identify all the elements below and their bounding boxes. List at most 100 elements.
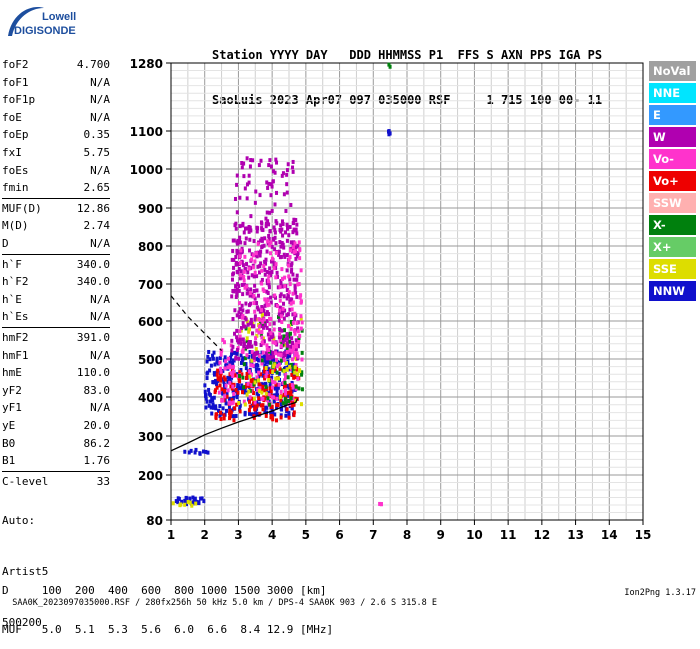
echo-point-F-lower-green [287, 399, 291, 404]
echo-point-F-upper-pink [278, 308, 282, 313]
parameter-name: hmF2 [2, 331, 29, 344]
echo-point-F-lower-W [210, 411, 214, 416]
echo-point-F-lower-W [224, 408, 228, 413]
file-info-footer: SAA0K_2023097035000.RSF / 280fx256h 50 k… [2, 588, 698, 618]
echo-point-F-upper-sparse [272, 225, 276, 230]
echo-point-F-upper-magenta [253, 296, 257, 301]
echo-point-F-upper-magenta [240, 303, 244, 308]
echo-point-F-upper-magenta [237, 340, 241, 345]
echo-point-F-upper-magenta [271, 350, 275, 355]
echo-point-F-upper-magenta [275, 270, 279, 275]
parameter-name: foE [2, 110, 22, 124]
echo-point-F-upper-sparse [285, 168, 289, 173]
echo-point-F-lower-W [257, 402, 261, 407]
echo-point-F-upper-pink [293, 241, 297, 246]
echo-point-F-upper-magenta [236, 238, 240, 243]
echo-point-F-lower-red [248, 399, 252, 404]
echo-point-E-region [198, 451, 202, 456]
echo-point-F-lower-red [228, 411, 232, 416]
echo-point-F-upper-sparse [235, 182, 239, 187]
echo-point-F-lower-red [219, 374, 223, 379]
parameter-row: foF2 4.700 [2, 56, 110, 74]
echo-point-F-upper-magenta [242, 341, 246, 346]
echo-point-F-lower-red [263, 369, 267, 374]
echo-point-F-lower-red [213, 390, 217, 395]
echo-point-F-lower-W [205, 399, 209, 404]
echo-point-F-lower-W [272, 399, 276, 404]
echo-point-F-lower-red [217, 377, 221, 382]
echo-point-spur-7.5-top [387, 62, 391, 67]
echo-point-F-upper-sparse [242, 174, 246, 179]
echo-point-F-upper-sparse [264, 216, 268, 221]
echo-point-F-upper-magenta [285, 222, 289, 227]
x-tick-label: 1 [167, 528, 175, 542]
echo-point-F-lower-yellow [255, 333, 259, 338]
echo-point-F-lower-red [263, 376, 267, 381]
echo-point-F-upper-sparse [238, 195, 242, 200]
echo-point-F-lower-red [233, 406, 237, 411]
echo-point-F-upper-pink [260, 268, 264, 273]
x-tick-label: 5 [302, 528, 310, 542]
echo-point-F-lower-W [244, 366, 248, 371]
y-tick-label: 1280 [130, 57, 163, 71]
echo-point-F-upper-pink [276, 304, 280, 309]
echo-point-F-lower-mix [219, 369, 223, 374]
echo-point-F-upper-magenta [294, 338, 298, 343]
echo-point-F-lower-mix [231, 384, 235, 389]
echo-point-E-region [194, 447, 198, 452]
parameter-row: MUF(D) 12.86 [2, 200, 110, 218]
echo-point-F-upper-magenta [237, 310, 241, 315]
echo-point-F-upper-magenta [290, 341, 294, 346]
echo-point-F-upper-magenta [240, 260, 244, 265]
echo-point-F-lower-yellow [285, 367, 289, 372]
parameter-name: hmF1 [2, 348, 29, 362]
echo-point-F-lower-W [232, 414, 236, 419]
echo-point-F-lower-mix [283, 387, 287, 392]
echo-point-F-upper-magenta [236, 241, 240, 246]
echo-point-F-upper-magenta [276, 285, 280, 290]
echo-point-F-lower-red [263, 366, 267, 371]
echo-point-F-upper-sparse [249, 158, 253, 163]
parameter-name: C-level [2, 474, 49, 488]
echo-point-F-lower-W [222, 382, 226, 387]
echo-point-F-upper-magenta [291, 312, 295, 317]
echo-point-F-lower-mix [294, 386, 298, 391]
echo-point-F-upper-pink [254, 336, 258, 341]
echo-point-F-lower-W [284, 413, 288, 418]
echo-point-F-lower-W [256, 411, 260, 416]
echo-point-F-lower-W [216, 361, 220, 366]
echo-point-F-lower-W [227, 397, 231, 402]
echo-point-F-upper-sparse [274, 157, 278, 162]
echo-point-F-lower-green [286, 375, 290, 380]
echo-point-F-lower-red [285, 407, 289, 412]
echo-point-F-lower-mix [219, 366, 223, 371]
echo-point-F-lower-mix [278, 339, 282, 344]
parameter-value: 12.86 [76, 201, 110, 215]
echo-point-F-lower-mix [255, 375, 259, 380]
parameter-value: 83.0 [83, 383, 111, 397]
echo-point-F-lower-red [252, 414, 256, 419]
echo-point-F-lower-W [261, 373, 265, 378]
true-height-profile-line [170, 398, 298, 452]
y-tick-label: 500 [138, 353, 163, 367]
echo-point-F-upper-magenta [235, 251, 239, 256]
parameter-name: foF1p [2, 93, 36, 107]
echo-point-F-upper-magenta [236, 282, 240, 287]
echo-point-F-upper-pink [280, 320, 284, 325]
echo-point-E-region [206, 450, 210, 455]
echo-point-F-lower-W [292, 372, 296, 377]
echo-point-F-lower-W [236, 383, 240, 388]
echo-point-F-lower-red [257, 381, 261, 386]
parameter-value: N/A [90, 110, 110, 124]
echo-point-F-lower-green [252, 382, 256, 387]
echo-point-F-lower-mix [226, 365, 230, 370]
echo-point-E-region [204, 449, 208, 454]
echo-point-F-upper-magenta [231, 344, 235, 349]
echo-point-F-lower-green [242, 362, 246, 367]
echo-point-F-lower-W [243, 412, 247, 417]
echo-point-F-upper-pink [297, 282, 301, 287]
echo-point-F-upper-magenta [256, 307, 260, 312]
echo-point-F-upper-pink [266, 298, 270, 303]
echo-point-F-lower-red [247, 408, 251, 413]
echo-point-F-upper-magenta [237, 284, 241, 289]
